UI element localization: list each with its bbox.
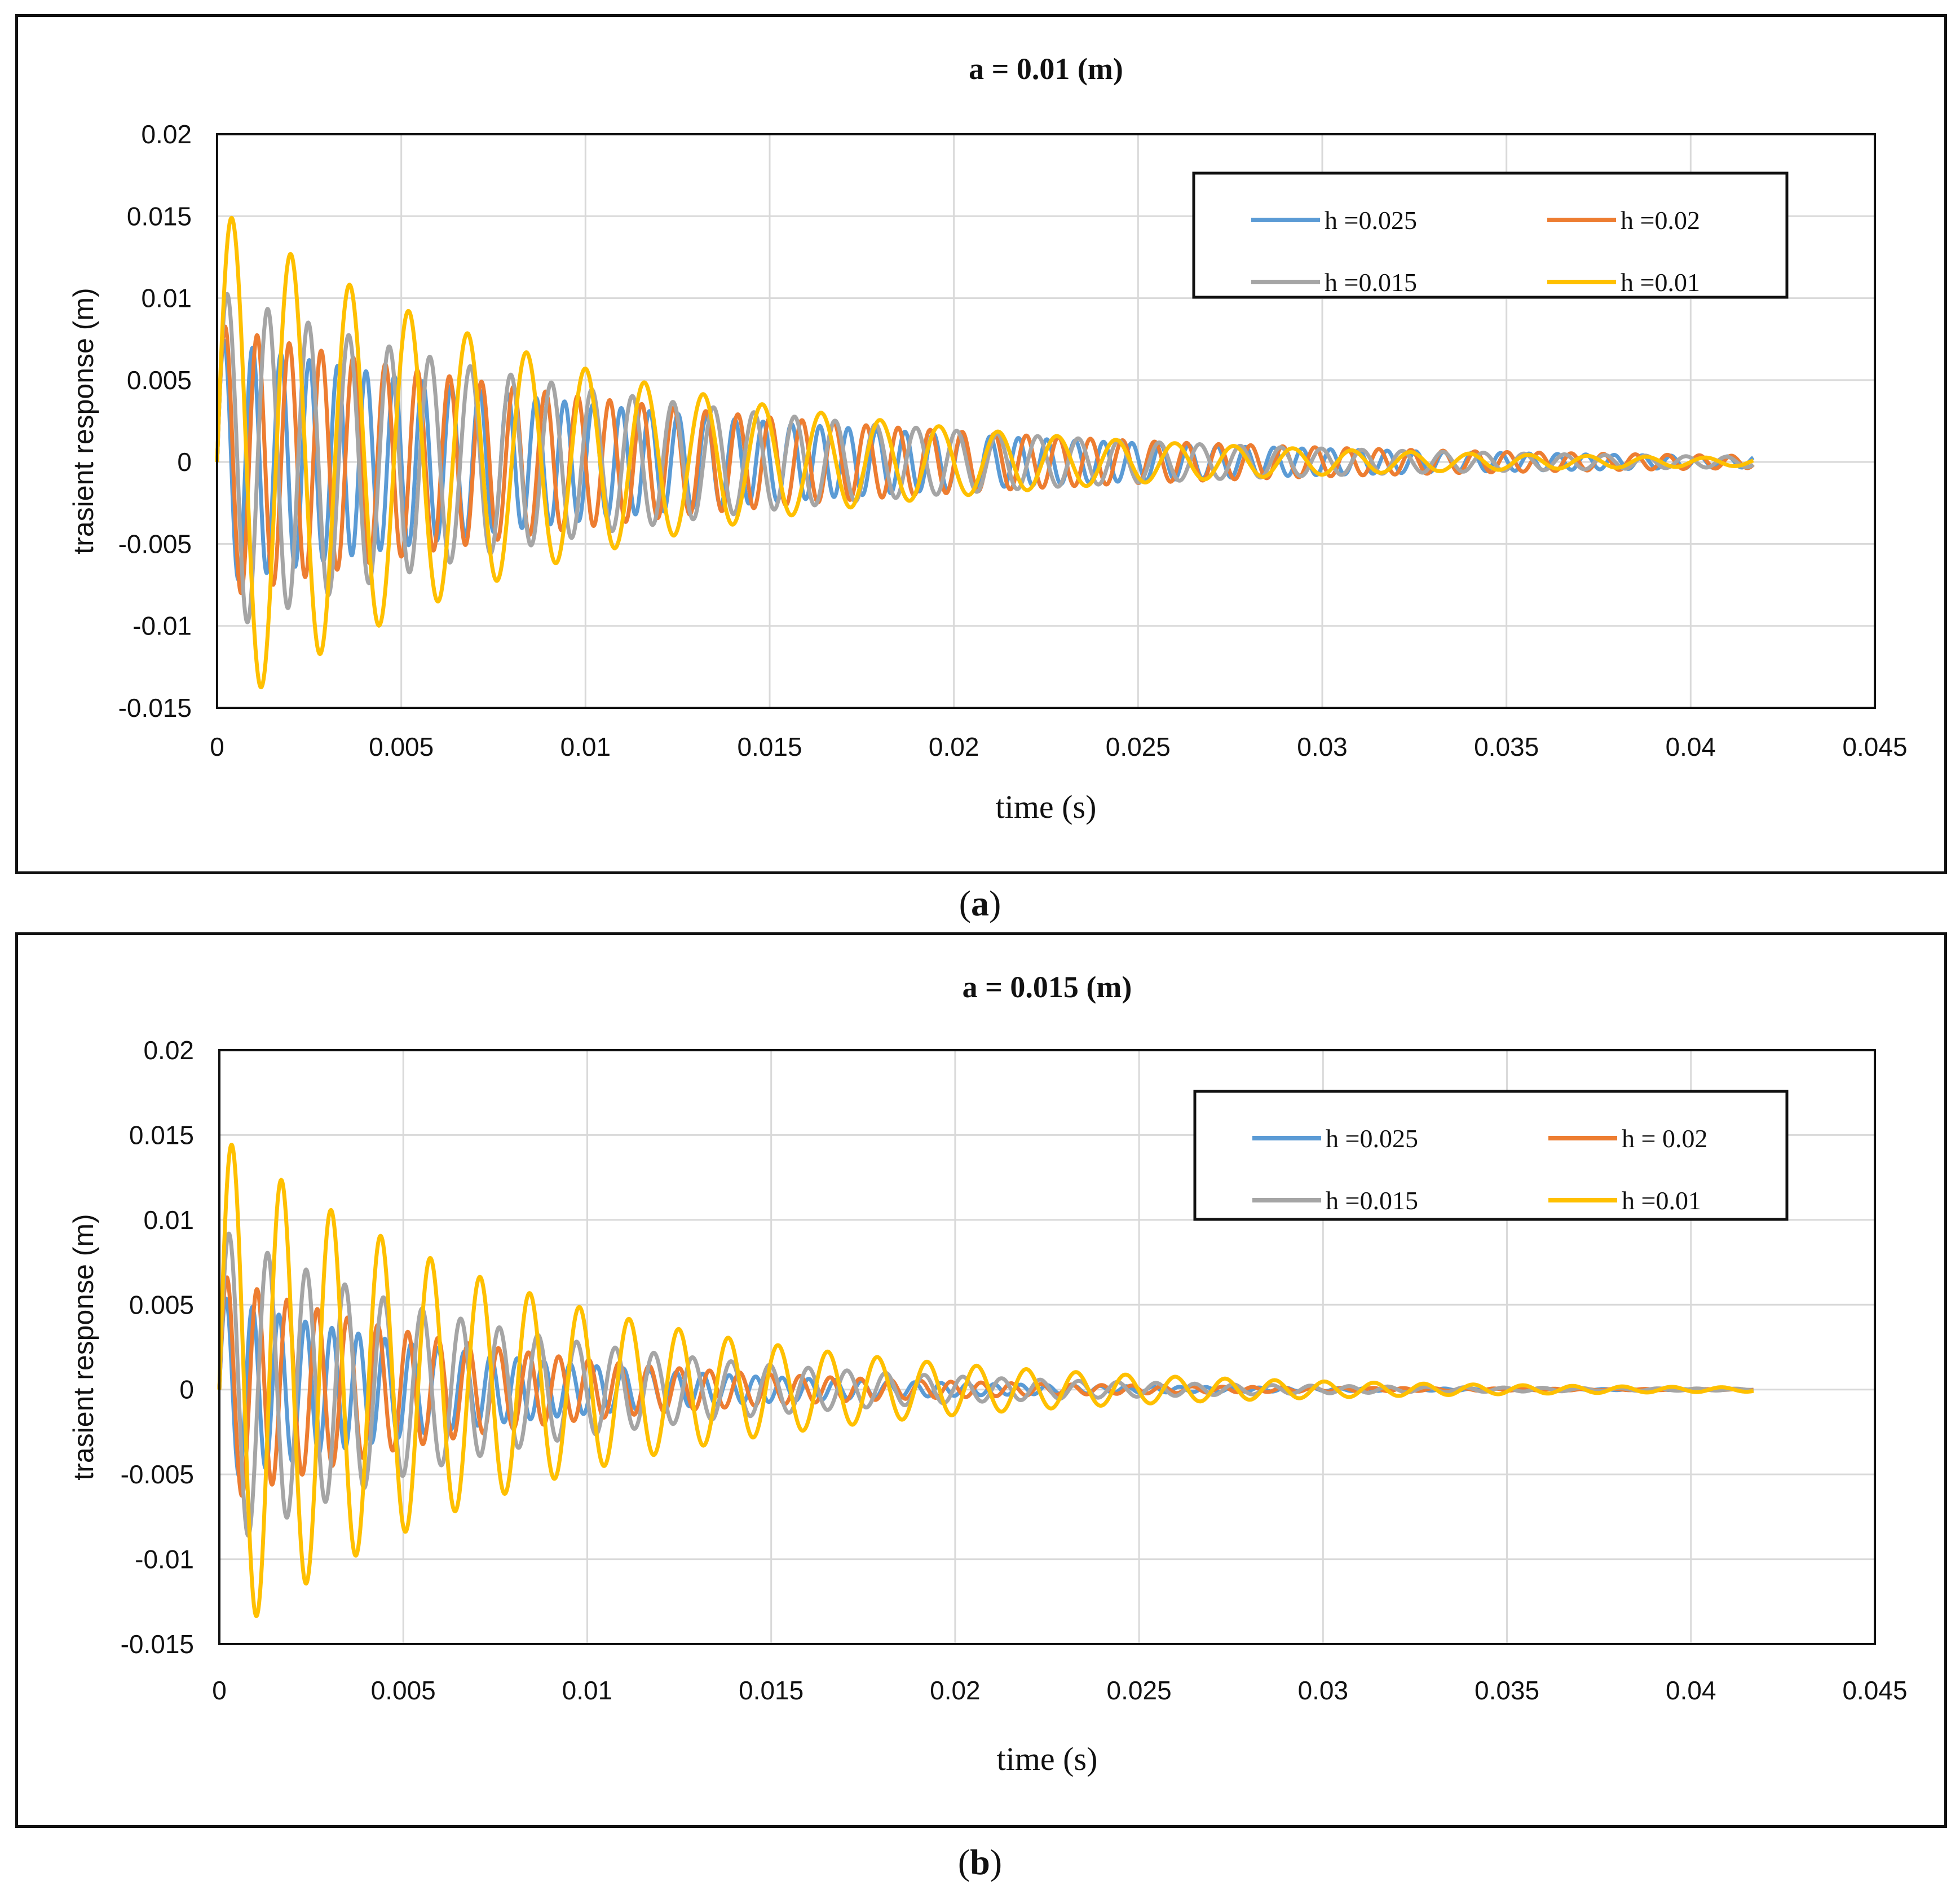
panel-b-x-axis-label: time (s)	[997, 1741, 1098, 1777]
chart-panel-a: a = 0.01 (m) 0 0.005 0.01 0.015 0.02 0.025 0.03…	[15, 14, 1947, 874]
panel-a-y-tick-label-5: 0.01	[141, 284, 192, 313]
panel-b-legend-label-h_0-015: h =0.015	[1326, 1186, 1418, 1215]
panel-b-x-tick-label-9: 0.045	[1842, 1676, 1907, 1705]
panel-caption-b-letter: b	[970, 1842, 990, 1882]
panel-b-x-tick-label-3: 0.015	[739, 1676, 804, 1705]
panel-b-chart-title: a = 0.015 (m)	[963, 970, 1132, 1004]
panel-b-x-tick-label-4: 0.02	[930, 1676, 981, 1705]
panel-a-x-tick-label-0: 0	[210, 732, 224, 761]
panel-a-series-line-h_0-015	[215, 292, 1755, 625]
panel-a-legend-label-h_0-015: h =0.015	[1325, 268, 1417, 297]
panel-a-series-lines	[215, 215, 1755, 690]
panel-b-y-axis-label: trasient response (m)	[68, 1214, 99, 1480]
panel-a-y-tick-label-6: 0.015	[127, 201, 192, 231]
panel-b-series-lines	[217, 1143, 1755, 1618]
panel-b-x-tick-label-6: 0.03	[1298, 1676, 1349, 1705]
panel-a-y-tick-label-1: -0.01	[133, 611, 192, 641]
panel-b-legend: h =0.025 h = 0.02 h =0.015 h =0.01	[1193, 1090, 1789, 1221]
panel-a-chart-title: a = 0.01 (m)	[969, 52, 1123, 86]
panel-a-y-axis-label: trasient response (m)	[68, 288, 99, 554]
panel-a-y-tick-label-4: 0.005	[127, 365, 192, 395]
panel-a-x-tick-label-7: 0.035	[1474, 732, 1539, 761]
panel-a-legend: h =0.025 h =0.02 h =0.015 h =0.01	[1192, 171, 1789, 299]
panel-caption-a: (a)	[959, 883, 1001, 923]
panel-b-x-tick-label-7: 0.035	[1475, 1676, 1539, 1705]
panel-b-y-tick-label-1: -0.01	[135, 1545, 194, 1574]
panel-b-series-line-h_0-01	[217, 1143, 1755, 1618]
panel-b-y-tick-label-0: -0.015	[121, 1629, 194, 1659]
panel-a-x-axis-label: time (s)	[996, 788, 1097, 825]
panel-a-legend-label-h_0-01: h =0.01	[1621, 268, 1700, 297]
panel-a-legend-box	[1192, 171, 1789, 299]
panel-a-x-tick-label-5: 0.025	[1106, 732, 1171, 761]
panel-b-x-tick-label-2: 0.01	[562, 1676, 613, 1705]
chart-svg-a: a = 0.01 (m) 0 0.005 0.01 0.015 0.02 0.025 0.03…	[68, 52, 1908, 825]
panel-a-x-tick-label-4: 0.02	[929, 732, 979, 761]
chart-svg-b: a = 0.015 (m) 0 0.005 0.01 0.015 0.02 0.025 0.0…	[68, 970, 1908, 1777]
panel-b-x-tick-label-8: 0.04	[1666, 1676, 1716, 1705]
panel-caption-a-letter: a	[971, 883, 989, 923]
panel-a-x-tick-label-1: 0.005	[369, 732, 434, 761]
panel-b-plot-area-frame	[218, 1049, 1876, 1645]
panel-a-y-tick-label-7: 0.02	[141, 120, 192, 149]
panel-b-y-tick-label-5: 0.01	[143, 1205, 194, 1235]
panel-b-y-tick-label-6: 0.015	[129, 1120, 194, 1149]
panel-b-x-tick-label-5: 0.025	[1107, 1676, 1172, 1705]
panel-a-legend-label-h_0-025: h =0.025	[1325, 206, 1417, 235]
panel-b-legend-label-h_0-02: h = 0.02	[1622, 1124, 1707, 1153]
panel-b-x-tick-label-0: 0	[212, 1676, 227, 1705]
panel-a-x-tick-label-2: 0.01	[560, 732, 611, 761]
panel-a-y-tick-label-3: 0	[177, 447, 192, 477]
panel-b-y-tick-label-3: 0	[179, 1375, 194, 1404]
panel-caption-b: (b)	[957, 1842, 1003, 1882]
panel-a-x-tick-label-9: 0.045	[1842, 732, 1907, 761]
panel-b-x-tick-label-1: 0.005	[371, 1676, 436, 1705]
panel-b-y-tick-label-2: -0.005	[121, 1460, 194, 1489]
panel-b-y-tick-label-7: 0.02	[143, 1036, 194, 1065]
panel-a-x-tick-label-6: 0.03	[1297, 732, 1348, 761]
panel-a-x-tick-label-3: 0.015	[737, 732, 802, 761]
chart-panel-b: a = 0.015 (m) 0 0.005 0.01 0.015 0.02 0.025 0.0…	[15, 932, 1947, 1828]
panel-a-series-line-h_0-01	[215, 215, 1755, 690]
panel-a-legend-label-h_0-02: h =0.02	[1621, 206, 1700, 235]
panel-a-x-tick-label-8: 0.04	[1666, 732, 1716, 761]
panel-a-y-tick-label-0: -0.015	[118, 693, 192, 722]
panel-a-y-tick-label-2: -0.005	[118, 529, 192, 558]
panel-a-plot-area-frame	[216, 133, 1876, 709]
panel-b-y-tick-label-4: 0.005	[129, 1290, 194, 1319]
panel-b-legend-label-h_0-025: h =0.025	[1326, 1124, 1418, 1153]
panel-b-series-line-h_0-015	[217, 1231, 1755, 1538]
panel-b-legend-label-h_0-01: h =0.01	[1622, 1186, 1701, 1215]
